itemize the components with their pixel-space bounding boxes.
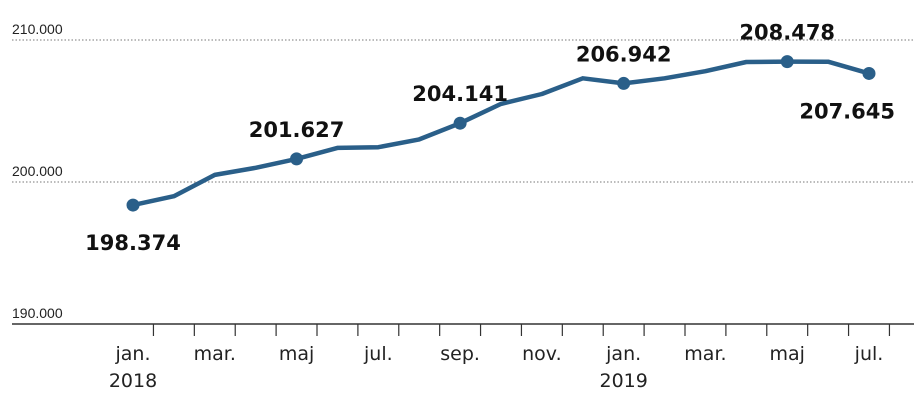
data-point-marker [780, 55, 794, 69]
x-tick-label: nov. [522, 343, 561, 365]
x-tick-label: jul. [854, 343, 884, 365]
x-tick-label: maj [770, 343, 805, 365]
y-tick-label: 210.000 [12, 21, 63, 37]
data-point-marker [862, 66, 876, 80]
grid-layer: 190.000 200.000 210.000 [12, 21, 914, 321]
data-label: 206.942 [576, 42, 672, 66]
x-tick-label: mar. [684, 343, 726, 365]
data-label: 207.645 [799, 99, 895, 123]
x-tick-label: sep. [440, 343, 480, 365]
label-layer: 198.374 201.627 204.141 206.942 208.478 207.6… [85, 21, 895, 255]
x-tick-label: 2019 [599, 370, 647, 392]
data-label: 208.478 [739, 21, 835, 45]
x-tick-label: 2018 [109, 370, 157, 392]
x-tick-label: maj [279, 343, 314, 365]
data-point-marker [453, 116, 467, 130]
data-point-marker [617, 76, 631, 90]
x-tick-label: jan. [114, 343, 150, 365]
x-tick-label: mar. [194, 343, 236, 365]
y-tick-label: 190.000 [12, 305, 63, 321]
data-point-marker [290, 152, 304, 166]
marker-layer [126, 55, 876, 212]
series-layer [130, 59, 872, 208]
data-label: 198.374 [85, 231, 181, 255]
data-label: 201.627 [249, 118, 345, 142]
x-tick-label: jan. [605, 343, 641, 365]
x-axis: jan. 2018 mar. maj jul. sep. nov. jan. 2019 mar. m… [12, 323, 914, 392]
data-label: 204.141 [412, 82, 508, 106]
x-tick-label: jul. [363, 343, 393, 365]
series-line [130, 59, 872, 208]
y-tick-label: 200.000 [12, 163, 63, 179]
data-point-marker [126, 198, 140, 212]
